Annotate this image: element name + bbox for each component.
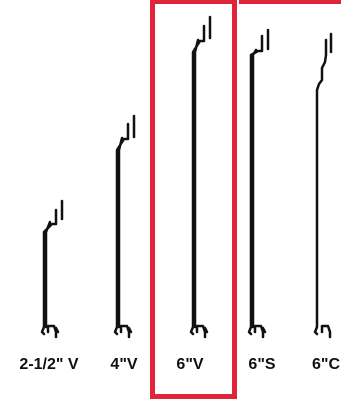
profile-label-2-5-v: 2-1/2" V <box>19 356 79 373</box>
profile-label-6-c: 6"C <box>311 356 341 373</box>
profile-6-s-drawing <box>247 28 270 339</box>
secondary-highlight-edge <box>239 0 341 4</box>
profile-6-v-drawing <box>189 15 212 339</box>
profile-6-s-outline <box>247 28 270 339</box>
profile-6-v-outline <box>189 15 212 339</box>
profile-6-v <box>148 0 238 399</box>
profile-6-c-outline <box>313 32 333 339</box>
profile-2-5-v-drawing <box>40 199 64 339</box>
profile-label-4-v: 4"V <box>110 356 138 373</box>
selected-profile-highlight <box>150 0 237 399</box>
profile-6-c <box>275 0 341 399</box>
profile-6-c-drawing <box>313 32 333 339</box>
profile-2-5-v <box>0 0 90 399</box>
profile-4-v-drawing <box>113 114 136 339</box>
profile-4-v <box>73 0 163 399</box>
profile-label-6-s: 6"S <box>248 356 276 373</box>
profile-4-v-outline <box>113 114 136 339</box>
profile-6-s <box>208 0 298 399</box>
profile-label-6-v: 6"V <box>176 356 204 373</box>
profile-2-5-v-outline <box>40 199 64 339</box>
